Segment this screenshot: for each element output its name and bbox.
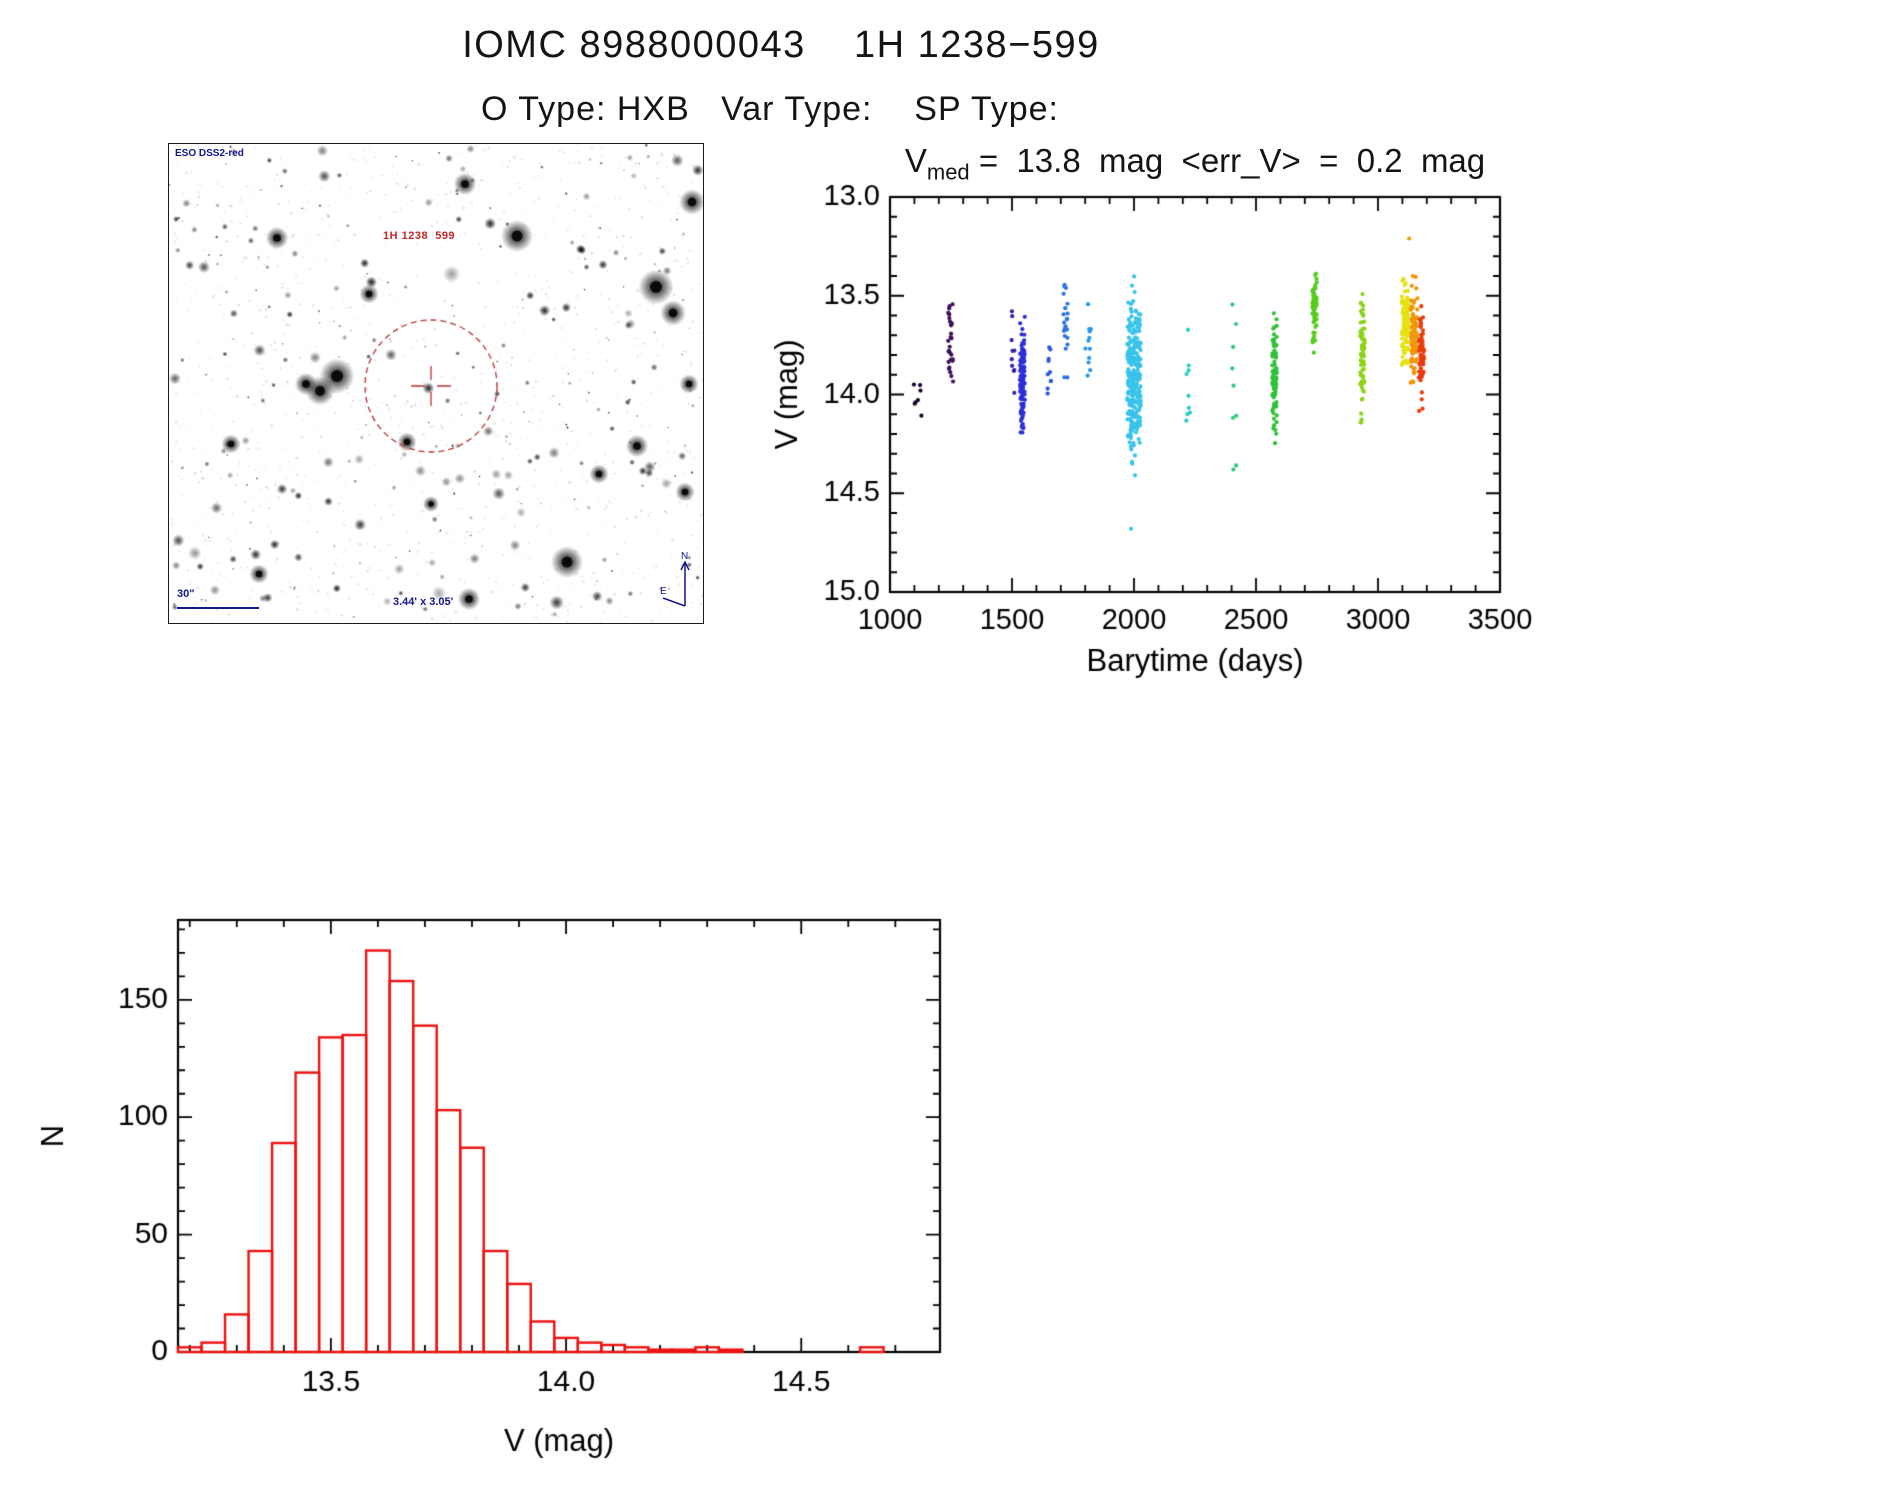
lightcurve-canvas [760,150,1560,710]
histogram-canvas [20,880,1020,1490]
source-label: 1H 1238 599 [383,230,456,242]
survey-label: ESO DSS2-red [175,148,244,159]
finder-canvas [169,144,703,623]
page-subtitle: O Type: HXB Var Type: SP Type: [480,90,1060,128]
compass-east-label: E [660,586,667,597]
compass-north-label: N [681,551,688,562]
compass-icon: N E [660,551,690,607]
fov-label: 3.44' x 3.05' [393,596,454,608]
scale-bar [177,607,259,609]
scale-label: 30" [177,588,195,600]
finder-chart: ESO DSS2-red 1H 1238 599 30" 3.44' x 3.0… [168,143,704,624]
page-title: IOMC 8988000043 1H 1238−599 [462,24,1100,66]
